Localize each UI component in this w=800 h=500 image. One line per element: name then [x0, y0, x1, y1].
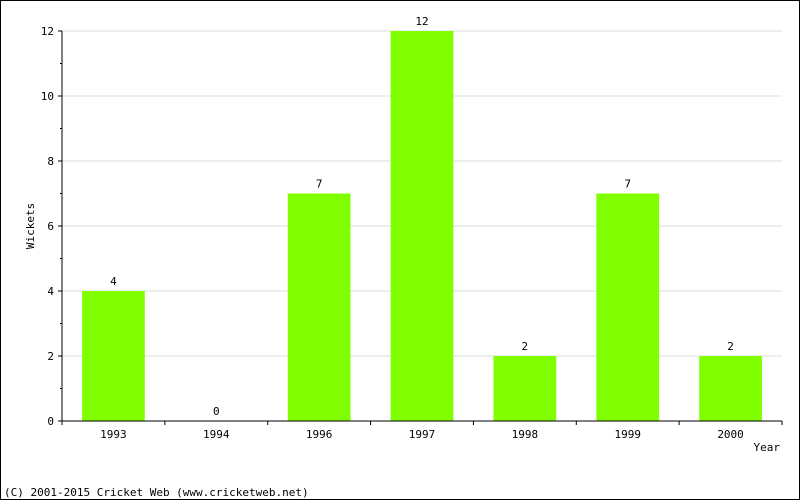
bar-1993: [82, 291, 145, 421]
y-tick-label: 10: [41, 90, 54, 103]
bar-1996: [287, 193, 351, 421]
x-tick-label-1997: 1997: [409, 428, 436, 441]
y-ticks: 0 2 4 6 8 10 12: [41, 25, 62, 428]
y-tick-label: 8: [47, 155, 54, 168]
copyright-footer: (C) 2001-2015 Cricket Web (www.cricketwe…: [4, 486, 309, 499]
x-tick-label-1993: 1993: [100, 428, 127, 441]
y-tick-label: 6: [47, 220, 54, 233]
x-axis-title: Year: [754, 441, 781, 454]
bar-1997: [390, 31, 454, 421]
x-tick-label-1996: 1996: [306, 428, 333, 441]
y-tick-label: 12: [41, 25, 54, 38]
y-tick-label: 4: [47, 285, 54, 298]
y-tick-label: 2: [47, 350, 54, 363]
x-tick-label-1994: 1994: [203, 428, 230, 441]
data-label-1993: 4: [110, 275, 117, 288]
data-label-1997: 12: [415, 15, 428, 28]
data-label-1999: 7: [624, 178, 631, 191]
bar-1998: [493, 356, 557, 421]
y-axis-title: Wickets: [24, 203, 37, 249]
data-label-1994: 0: [213, 405, 220, 418]
data-label-1998: 2: [522, 340, 529, 353]
bars: [82, 31, 762, 421]
x-tick-label-2000: 2000: [717, 428, 744, 441]
y-tick-label: 0: [47, 415, 54, 428]
x-tick-label-1999: 1999: [614, 428, 641, 441]
x-ticks: 1993 1994 1996 1997 1998 1999 2000: [61, 421, 783, 441]
data-labels: 4 0 7 12 2 7 2: [110, 15, 734, 418]
x-tick-label-1998: 1998: [512, 428, 539, 441]
bar-2000: [699, 356, 762, 421]
data-label-1996: 7: [316, 178, 323, 191]
bar-1999: [596, 193, 660, 421]
data-label-2000: 2: [727, 340, 734, 353]
